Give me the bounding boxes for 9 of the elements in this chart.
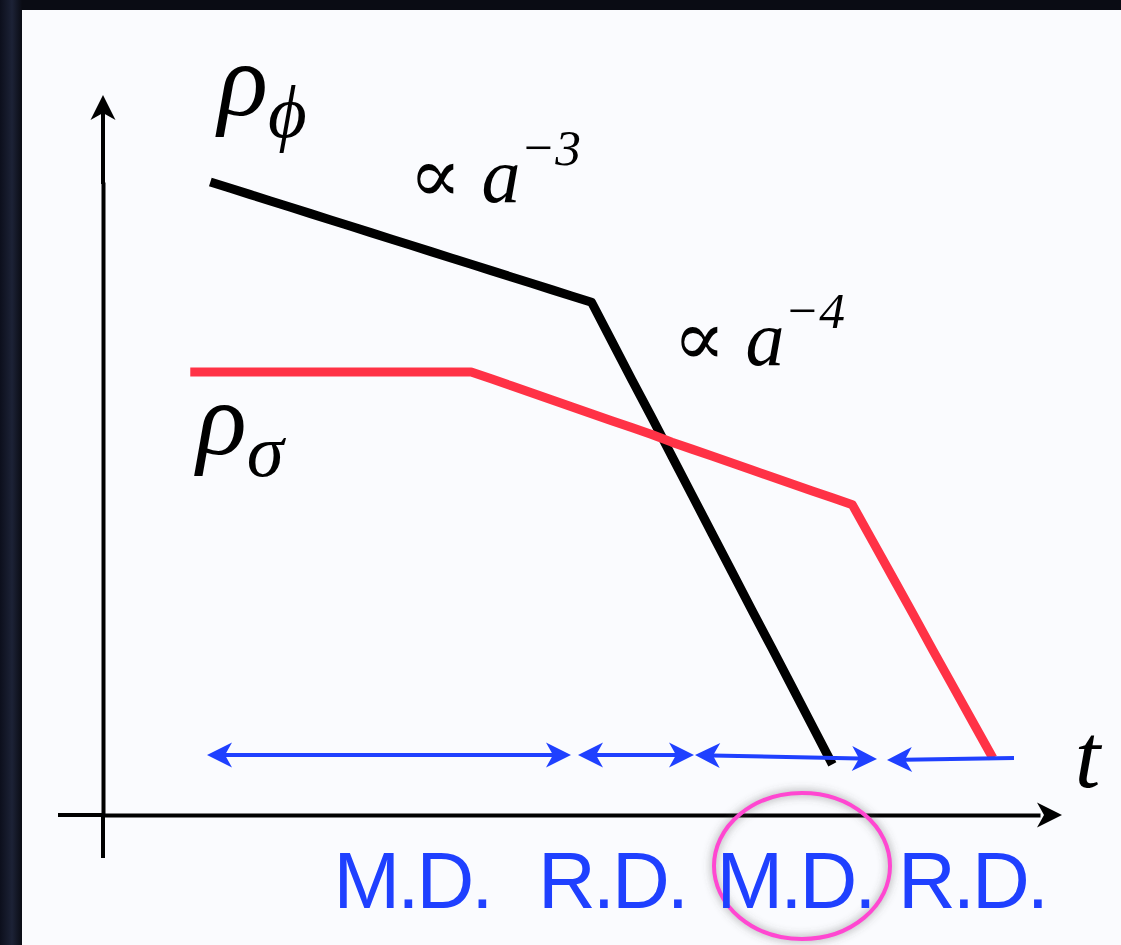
annotation: ∝ a$^{−4}$	[673, 281, 845, 382]
text: R.D.	[538, 836, 686, 925]
series-label: ρ$_{σ}$	[196, 360, 284, 493]
annotation: ∝ a$^{−3}$	[409, 118, 581, 219]
x-axis-title: t	[1074, 704, 1103, 807]
text: R.D.	[898, 836, 1046, 925]
text: M.D.	[716, 836, 874, 925]
legend-label: ρ$_{ϕ}$	[217, 22, 307, 154]
text: M.D.	[333, 836, 491, 925]
